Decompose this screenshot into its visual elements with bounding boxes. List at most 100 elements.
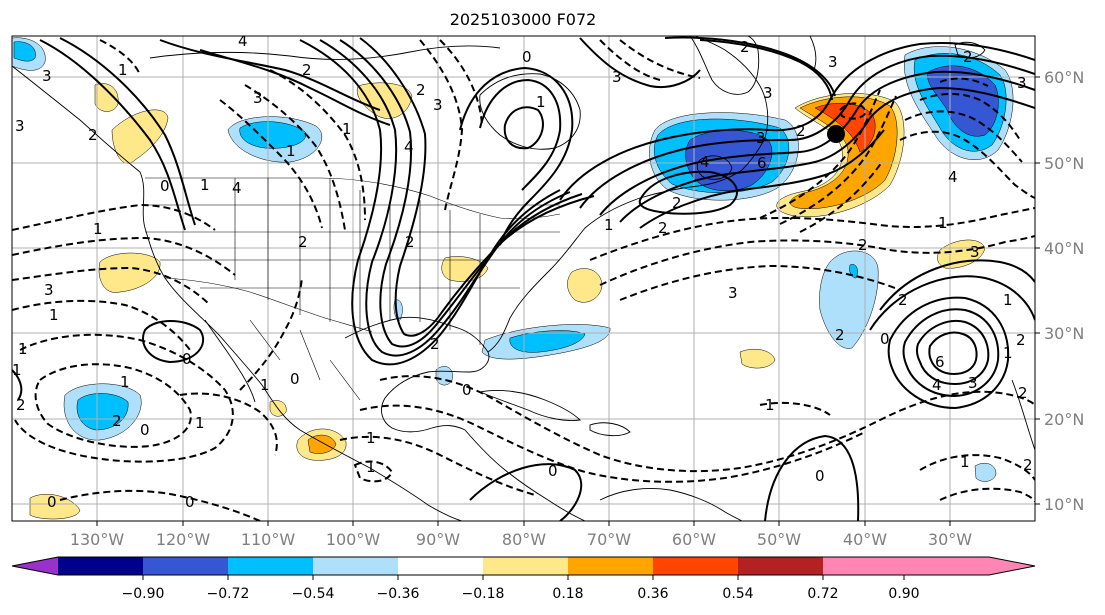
contour-label: 2 bbox=[835, 326, 845, 344]
shade-florida-blue-core bbox=[509, 330, 586, 353]
contour-d18 bbox=[838, 102, 868, 120]
colorbar-segment bbox=[313, 557, 398, 575]
contour-label: 1 bbox=[49, 306, 59, 324]
contour-d8 bbox=[419, 39, 464, 211]
colorbar-segment bbox=[483, 557, 568, 575]
contour-labrador-5 bbox=[639, 129, 885, 229]
contour-label: 2 bbox=[963, 48, 973, 66]
coast-greenland-east bbox=[809, 36, 817, 71]
coast-cuba bbox=[478, 390, 581, 421]
contour-label: 0 bbox=[880, 330, 890, 348]
contour-label: 1 bbox=[604, 216, 614, 234]
colorbar-segment bbox=[568, 557, 653, 575]
contour-label: 1 bbox=[1003, 291, 1013, 309]
contour-d33 bbox=[939, 487, 1035, 503]
contour-label: 3 bbox=[968, 374, 978, 392]
contour-d10 bbox=[599, 39, 661, 81]
contour-label: 1 bbox=[118, 61, 128, 79]
border-states-2 bbox=[145, 204, 560, 289]
shade-iceland-blue-core bbox=[927, 65, 999, 137]
contour-labels: 4 2 3 3 4 1 1 2 1 3 4 2 1 0 1 1 1 1 2 3 … bbox=[12, 32, 1033, 511]
contour-d29 bbox=[59, 489, 261, 521]
colorbar-segment bbox=[228, 557, 313, 575]
contour-d25 bbox=[339, 435, 536, 496]
contours-dashed bbox=[12, 39, 1035, 521]
contour-label: 1 bbox=[195, 414, 205, 432]
contour-label: 3 bbox=[15, 117, 25, 135]
contour-label: 0 bbox=[47, 493, 57, 511]
contour-labrador-7 bbox=[664, 36, 836, 97]
contour-d23 bbox=[379, 375, 1035, 473]
coast-newfoundland bbox=[696, 155, 733, 180]
border-us-mexico bbox=[164, 277, 373, 333]
contour-label: 2 bbox=[16, 396, 26, 414]
contour-label: 3 bbox=[253, 89, 263, 107]
lon-label: 130°W bbox=[70, 530, 125, 549]
contour-labrador-6 bbox=[638, 170, 739, 215]
contour-labrador-8 bbox=[699, 39, 833, 101]
lon-label: 40°W bbox=[843, 530, 887, 549]
contour-label: 1 bbox=[260, 376, 270, 394]
contour-labrador-4 bbox=[619, 86, 1035, 223]
contour-d24 bbox=[359, 404, 866, 483]
contour-high-atl-5 bbox=[869, 275, 1035, 331]
contour-label: 2 bbox=[1023, 456, 1033, 474]
lon-label: 120°W bbox=[156, 530, 211, 549]
shade-atl-coast-yellow bbox=[567, 268, 603, 303]
contour-d35 bbox=[99, 39, 141, 76]
contour-label: 3 bbox=[44, 281, 54, 299]
contour-ridge-hudson bbox=[459, 66, 574, 246]
colorbar-tick-label: −0.36 bbox=[377, 586, 420, 602]
contour-label: 2 bbox=[405, 233, 415, 251]
longitude-labels: 130°W 120°W 110°W 100°W 90°W 80°W 70°W 6… bbox=[70, 530, 972, 549]
contour-label: 2 bbox=[658, 219, 668, 237]
contour-label: 1 bbox=[200, 176, 210, 194]
shade-atl-yellow-small bbox=[739, 349, 776, 369]
contour-ridge-small bbox=[503, 106, 544, 150]
shade-canada-blue-core bbox=[239, 121, 306, 149]
lat-label: 20°N bbox=[1044, 410, 1084, 429]
contour-label: 1 bbox=[938, 214, 948, 232]
contour-label: 4 bbox=[404, 138, 414, 156]
contour-label: 3 bbox=[612, 68, 622, 86]
colorbar-tick-label: −0.90 bbox=[122, 586, 165, 602]
contour-high-atl-2 bbox=[902, 308, 1000, 398]
contour-d32 bbox=[919, 454, 1035, 481]
contour-d7 bbox=[269, 69, 366, 221]
contour-d16 bbox=[779, 95, 897, 225]
colorbar-tick-label: 0.36 bbox=[637, 586, 668, 602]
contour-label: 4 bbox=[932, 376, 942, 394]
colorbar-tick-label: 0.90 bbox=[888, 586, 919, 602]
contour-d11 bbox=[619, 39, 701, 79]
coast-baja bbox=[204, 319, 256, 403]
contour-d34 bbox=[759, 401, 831, 416]
latitude-labels: 60°N 50°N 40°N 30°N 20°N 10°N bbox=[1044, 68, 1084, 514]
coast-hudson-bay bbox=[479, 73, 581, 150]
contour-label: 1 bbox=[366, 458, 376, 476]
colorbar-segment bbox=[143, 557, 228, 575]
contour-label: 1 bbox=[960, 453, 970, 471]
contour-label: 0 bbox=[815, 467, 825, 485]
colorbar-tick-label: 0.72 bbox=[807, 586, 838, 602]
lon-label: 60°W bbox=[672, 530, 716, 549]
coast-greenland bbox=[689, 36, 760, 95]
contour-label: 1 bbox=[12, 361, 22, 379]
contour-label: 1 bbox=[286, 142, 296, 160]
contour-d9 bbox=[439, 39, 483, 126]
contour-label: 3 bbox=[42, 67, 52, 85]
contour-label: 2 bbox=[672, 194, 682, 212]
contour-label: 2 bbox=[298, 233, 308, 251]
contour-label: 0 bbox=[548, 462, 558, 480]
lon-label: 110°W bbox=[241, 530, 296, 549]
contour-label: 2 bbox=[112, 412, 122, 430]
contour-d2 bbox=[12, 236, 236, 276]
contour-d20 bbox=[904, 110, 1023, 163]
contour-label: 2 bbox=[740, 38, 750, 56]
colorbar-segment bbox=[823, 557, 989, 575]
contour-label: 3 bbox=[970, 243, 980, 261]
colorbar-segment bbox=[738, 557, 823, 575]
shade-se-blue bbox=[974, 463, 997, 482]
colorbar-segment bbox=[12, 557, 58, 575]
colorbar-segment bbox=[398, 557, 483, 575]
contour-label: 4 bbox=[238, 32, 248, 50]
